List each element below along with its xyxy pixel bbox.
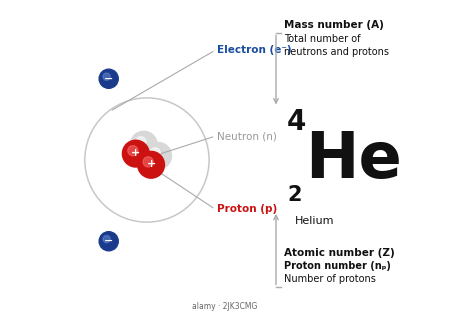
Text: 4: 4 [287,108,306,136]
Circle shape [99,69,118,88]
Text: Proton (p): Proton (p) [217,204,277,214]
Text: Neutron (n): Neutron (n) [217,131,277,141]
Circle shape [145,142,171,169]
Circle shape [103,236,110,243]
Text: He: He [305,129,401,191]
Text: −: − [104,73,113,84]
Circle shape [99,232,118,251]
Text: Helium: Helium [294,216,334,226]
Circle shape [136,137,146,147]
Circle shape [128,146,138,156]
Circle shape [150,148,160,158]
Circle shape [138,151,164,178]
Text: Atomic number (Z): Atomic number (Z) [284,248,395,258]
Circle shape [130,131,157,158]
Text: 2: 2 [287,185,302,205]
Text: Proton number (nₚ): Proton number (nₚ) [284,261,391,271]
Text: +: + [131,148,140,158]
Text: Total number of: Total number of [284,34,360,44]
Circle shape [143,157,153,167]
Text: +: + [146,159,156,169]
Text: Electron (e⁻): Electron (e⁻) [217,45,292,55]
Text: Number of protons: Number of protons [284,274,376,284]
Circle shape [122,140,149,167]
Circle shape [103,73,110,80]
Text: neutrons and protons: neutrons and protons [284,47,389,57]
Text: Mass number (A): Mass number (A) [284,20,384,30]
Text: alamy · 2JK3CMG: alamy · 2JK3CMG [192,302,258,311]
Text: −: − [104,236,113,246]
